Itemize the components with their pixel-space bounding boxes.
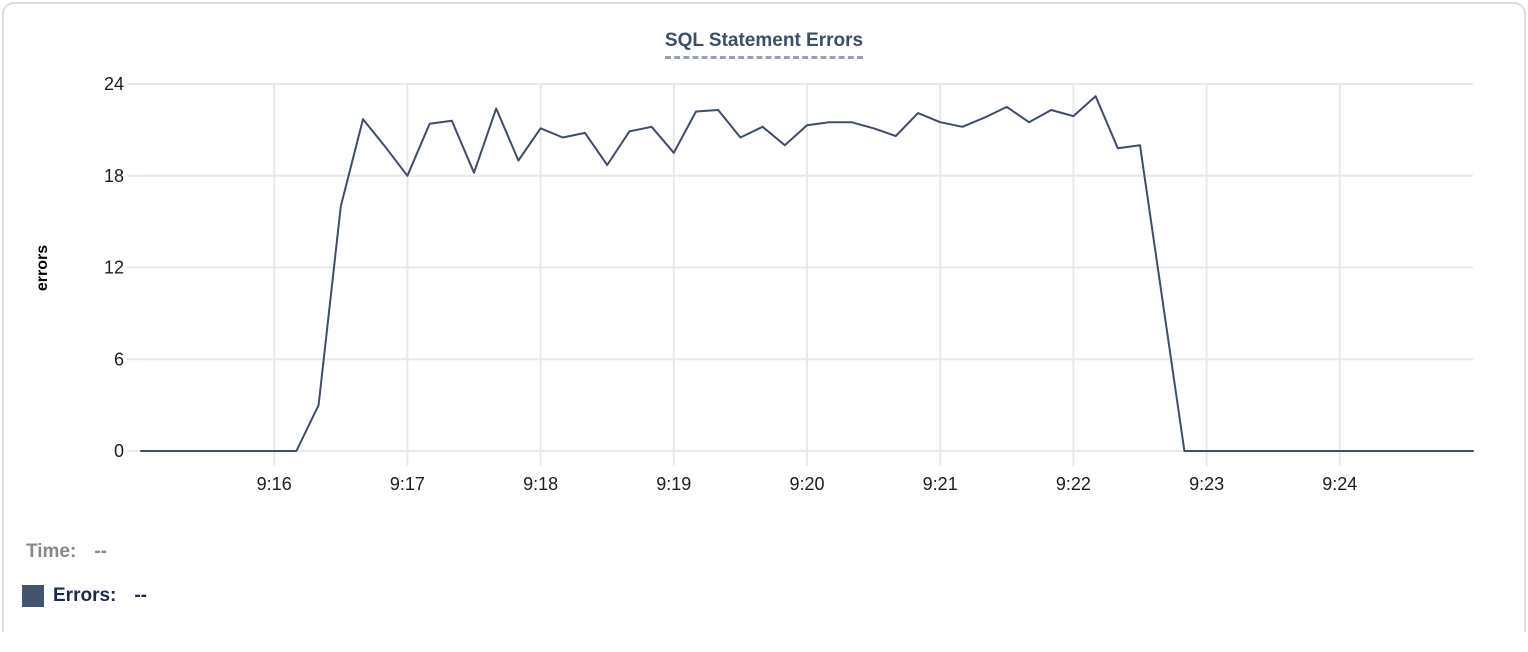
x-tick-label: 9:20 — [789, 474, 824, 494]
y-axis-label: errors — [34, 245, 51, 291]
title-row: SQL Statement Errors — [0, 30, 1528, 59]
x-tick-label: 9:22 — [1056, 474, 1091, 494]
x-tick-label: 9:21 — [923, 474, 958, 494]
x-tick-label: 9:16 — [257, 474, 292, 494]
tooltip-errors-value: -- — [134, 585, 148, 606]
y-tick-label: 12 — [104, 258, 124, 278]
x-tick-label: 9:17 — [390, 474, 425, 494]
x-tick-label: 9:18 — [523, 474, 558, 494]
x-tick-label: 9:24 — [1322, 474, 1357, 494]
errors-line-chart[interactable]: 0 6 12 18 24 9:16 9:17 9:18 9:19 9:20 9:21 9:22 9:23… — [0, 0, 1528, 510]
tooltip-time-value: -- — [94, 541, 107, 562]
x-tick-label: 9:23 — [1189, 474, 1224, 494]
panel-title[interactable]: SQL Statement Errors — [664, 30, 864, 59]
y-tick-label: 0 — [114, 441, 124, 461]
errors-series-swatch — [22, 585, 44, 607]
errors-series-line — [140, 95, 1474, 452]
x-tick-label: 9:19 — [656, 474, 691, 494]
y-tick-label: 24 — [104, 74, 124, 94]
tooltip-time-label: Time: — [26, 541, 77, 562]
tooltip-errors-row: Errors: -- — [22, 585, 147, 607]
tooltip-errors-label: Errors: — [53, 585, 117, 606]
chart-panel-card — [2, 2, 1526, 632]
tooltip-time-row: Time: -- — [26, 541, 107, 563]
y-tick-label: 18 — [104, 166, 124, 186]
y-tick-label: 6 — [114, 349, 124, 369]
